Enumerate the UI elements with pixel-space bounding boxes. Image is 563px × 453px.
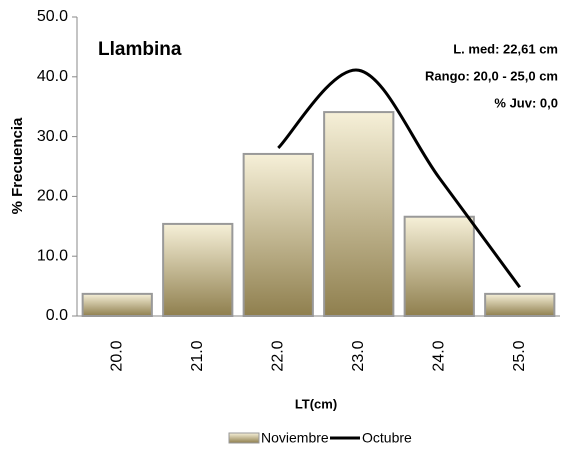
bar <box>323 111 395 317</box>
y-axis-label: % Frecuencia <box>9 117 26 214</box>
annotation: L. med: 22,61 cm <box>453 41 558 56</box>
legend-label: Octubre <box>362 430 412 446</box>
y-tick-label: 0.0 <box>46 307 68 324</box>
x-tick-label: 20.0 <box>108 340 125 371</box>
x-axis-label: LT(cm) <box>295 396 337 411</box>
x-tick-label: 24.0 <box>430 340 447 371</box>
x-tick-label: 21.0 <box>189 340 206 371</box>
x-tick-label: 23.0 <box>350 340 367 371</box>
annotation: % Juv: 0,0 <box>494 95 558 110</box>
legend-label: Noviembre <box>261 430 329 446</box>
annotation: Rango: 20,0 - 25,0 cm <box>425 68 558 83</box>
x-tick-label: 22.0 <box>269 340 286 371</box>
annotation: Llambina <box>98 39 182 60</box>
bar <box>403 215 475 317</box>
bar <box>242 152 314 317</box>
y-tick-label: 30.0 <box>37 128 68 145</box>
line <box>277 68 521 289</box>
x-tick-label: 25.0 <box>511 340 528 371</box>
y-tick-label: 50.0 <box>37 8 68 25</box>
y-tick-label: 40.0 <box>37 68 68 85</box>
y-tick-label: 20.0 <box>37 188 68 205</box>
bar <box>484 292 556 317</box>
legend-swatch <box>228 432 260 444</box>
y-tick-label: 10.0 <box>37 247 68 264</box>
bar <box>162 222 234 318</box>
bar <box>81 292 153 317</box>
